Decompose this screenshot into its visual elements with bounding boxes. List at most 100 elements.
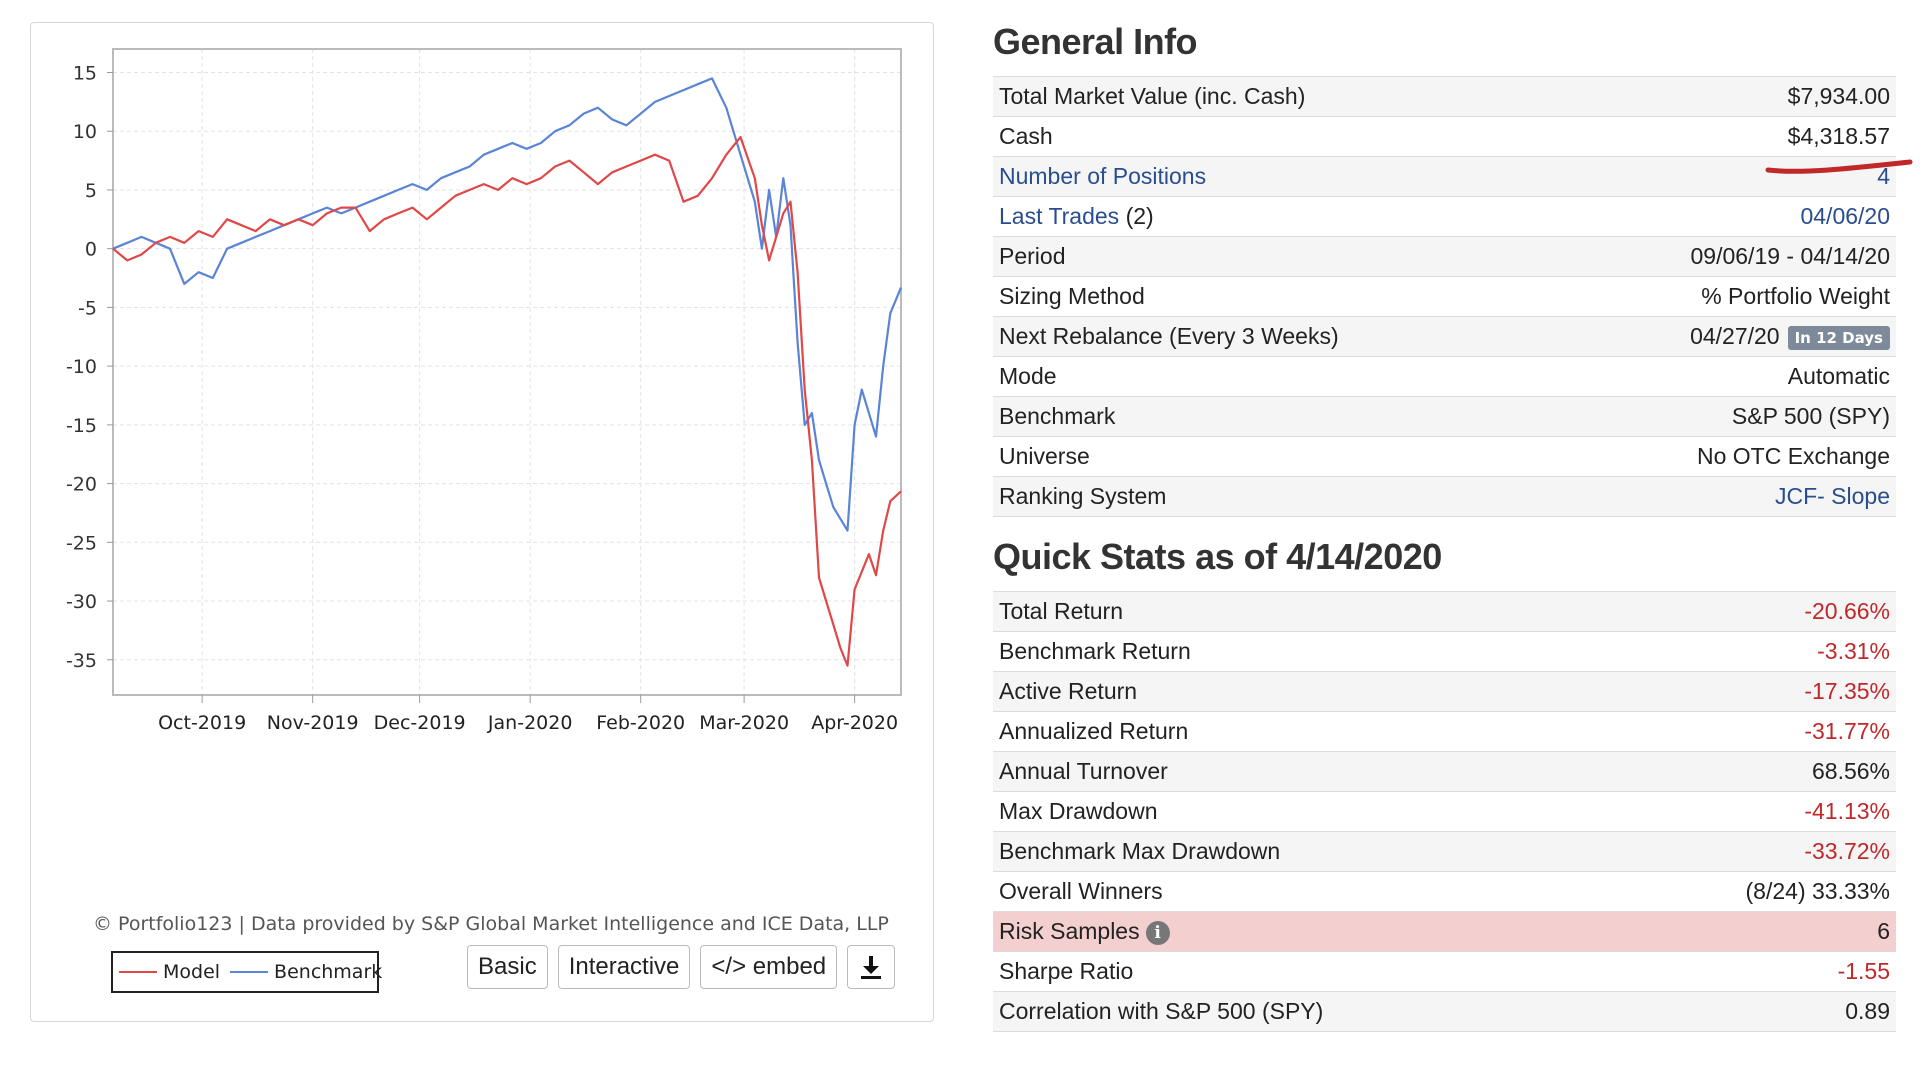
x-tick-label: Oct-2019 (158, 712, 246, 734)
x-tick-label: Apr-2020 (811, 712, 898, 734)
cash-value: $4,318.57 (1556, 116, 1896, 157)
cash-underline-annotation (1765, 159, 1913, 174)
table-row: Total Return -20.66% (993, 591, 1896, 632)
row-value: -17.35% (1609, 671, 1896, 712)
row-label-cell: Last Trades (2) (993, 196, 1557, 237)
quick-stats-title: Quick Stats as of 4/14/2020 (993, 536, 1442, 577)
legend-swatch-model (119, 971, 157, 973)
table-row: Total Market Value (inc. Cash) $7,934.00 (993, 76, 1896, 117)
row-label: Overall Winners (993, 871, 1610, 912)
table-row: Active Return -17.35% (993, 671, 1896, 712)
row-value: 6 (1609, 911, 1896, 952)
row-label: Max Drawdown (993, 791, 1610, 832)
table-row: Benchmark Max Drawdown -33.72% (993, 831, 1896, 872)
positions-count-link[interactable]: 4 (1877, 163, 1890, 189)
row-label: Mode (993, 356, 1557, 397)
row-value: No OTC Exchange (1556, 436, 1896, 477)
row-value: -41.13% (1609, 791, 1896, 832)
row-label: Universe (993, 436, 1557, 477)
y-tick-label: -10 (66, 356, 97, 378)
table-row: Max Drawdown -41.13% (993, 791, 1896, 832)
y-tick-label: 0 (85, 239, 97, 261)
next-rebalance-date: 04/27/20 (1690, 323, 1780, 349)
row-label: Benchmark (993, 396, 1557, 437)
row-value: 09/06/19 - 04/14/20 (1556, 236, 1896, 277)
table-row: Benchmark Return -3.31% (993, 631, 1896, 672)
ranking-system-link[interactable]: JCF- Slope (1774, 483, 1890, 509)
risk-samples-label: Risk Samples (999, 918, 1140, 944)
row-label: Annual Turnover (993, 751, 1610, 792)
series-line-model (112, 136, 902, 667)
chart-button-row: Basic Interactive </> embed (467, 945, 896, 989)
y-tick-label: -35 (66, 650, 97, 672)
table-row: Sizing Method % Portfolio Weight (993, 276, 1896, 317)
row-value: Automatic (1556, 356, 1896, 397)
table-row: Overall Winners (8/24) 33.33% (993, 871, 1896, 912)
table-row: Number of Positions 4 (993, 156, 1896, 197)
table-row: Next Rebalance (Every 3 Weeks) 04/27/20 I… (993, 316, 1896, 357)
last-trades-link[interactable]: Last Trades (999, 203, 1120, 229)
table-row: Sharpe Ratio -1.55 (993, 951, 1896, 992)
row-label: Sizing Method (993, 276, 1557, 317)
x-tick-label: Nov-2019 (267, 712, 359, 734)
row-label: Correlation with S&P 500 (SPY) (993, 991, 1610, 1032)
last-trades-count: (2) (1119, 203, 1154, 229)
row-label: Total Return (993, 591, 1610, 632)
row-value: (8/24) 33.33% (1609, 871, 1896, 912)
basic-button[interactable]: Basic (467, 945, 548, 989)
row-value: 0.89 (1609, 991, 1896, 1032)
y-tick-label: -5 (78, 297, 97, 319)
row-value: -31.77% (1609, 711, 1896, 752)
table-row: Period 09/06/19 - 04/14/20 (993, 236, 1896, 277)
x-tick-label: Jan-2020 (487, 712, 573, 734)
table-row: Annual Turnover 68.56% (993, 751, 1896, 792)
x-tick-label: Mar-2020 (699, 712, 789, 734)
table-row: Cash $4,318.57 (993, 116, 1896, 157)
chart-axes: 15 10 5 0 -5 -10 -15 -20 -25 -30 -35 Oct-2019 Nov-20… (66, 48, 902, 734)
legend-item-benchmark[interactable]: Benchmark (230, 961, 382, 983)
legend-swatch-benchmark (230, 971, 269, 973)
interactive-button[interactable]: Interactive (557, 945, 691, 989)
row-label: Active Return (993, 671, 1610, 712)
general-info-title: General Info (993, 21, 1198, 62)
general-info-table: Total Market Value (inc. Cash) $7,934.00… (993, 76, 1896, 517)
table-row: Universe No OTC Exchange (993, 436, 1896, 477)
table-row: Correlation with S&P 500 (SPY) 0.89 (993, 991, 1896, 1032)
embed-button[interactable]: </> embed (700, 945, 838, 989)
download-icon (861, 956, 882, 979)
portfolio-info: General Info Total Market Value (inc. Ca… (993, 20, 1896, 1032)
days-until-badge: In 12 Days (1787, 325, 1890, 350)
download-button[interactable] (847, 945, 896, 989)
legend-label-benchmark: Benchmark (274, 961, 383, 983)
row-label: Annualized Return (993, 711, 1610, 752)
y-tick-label: -25 (66, 532, 97, 554)
table-row: Ranking System JCF- Slope (993, 476, 1896, 517)
y-tick-label: -20 (66, 474, 97, 496)
y-tick-label: 15 (73, 62, 97, 84)
series-line-benchmark (112, 77, 903, 532)
row-label: Benchmark Max Drawdown (993, 831, 1610, 872)
y-tick-label: -30 (66, 591, 97, 613)
y-tick-label: 5 (85, 180, 97, 202)
legend-item-model[interactable]: Model (119, 961, 220, 983)
row-value: -20.66% (1609, 591, 1896, 632)
x-tick-label: Feb-2020 (596, 712, 685, 734)
last-trade-date-link[interactable]: 04/06/20 (1800, 203, 1890, 229)
y-tick-label: -15 (66, 415, 97, 437)
row-value: $7,934.00 (1556, 76, 1896, 117)
table-row: Benchmark S&P 500 (SPY) (993, 396, 1896, 437)
table-row: Mode Automatic (993, 356, 1896, 397)
table-row-highlighted: Risk Samples i 6 (993, 911, 1896, 952)
row-label: Period (993, 236, 1557, 277)
table-row: Annualized Return -31.77% (993, 711, 1896, 752)
row-value-cell: 04/27/20 In 12 Days (1556, 316, 1896, 357)
row-value: -3.31% (1609, 631, 1896, 672)
chart-credits: © Portfolio123 | Data provided by S&P Gl… (93, 913, 889, 935)
number-of-positions-link[interactable]: Number of Positions (999, 163, 1207, 189)
info-icon[interactable]: i (1145, 920, 1170, 945)
row-value: -1.55 (1609, 951, 1896, 992)
y-tick-label: 10 (73, 121, 97, 143)
row-label: Total Market Value (inc. Cash) (993, 76, 1557, 117)
chart-grid (113, 49, 901, 695)
legend-label-model: Model (163, 961, 221, 983)
